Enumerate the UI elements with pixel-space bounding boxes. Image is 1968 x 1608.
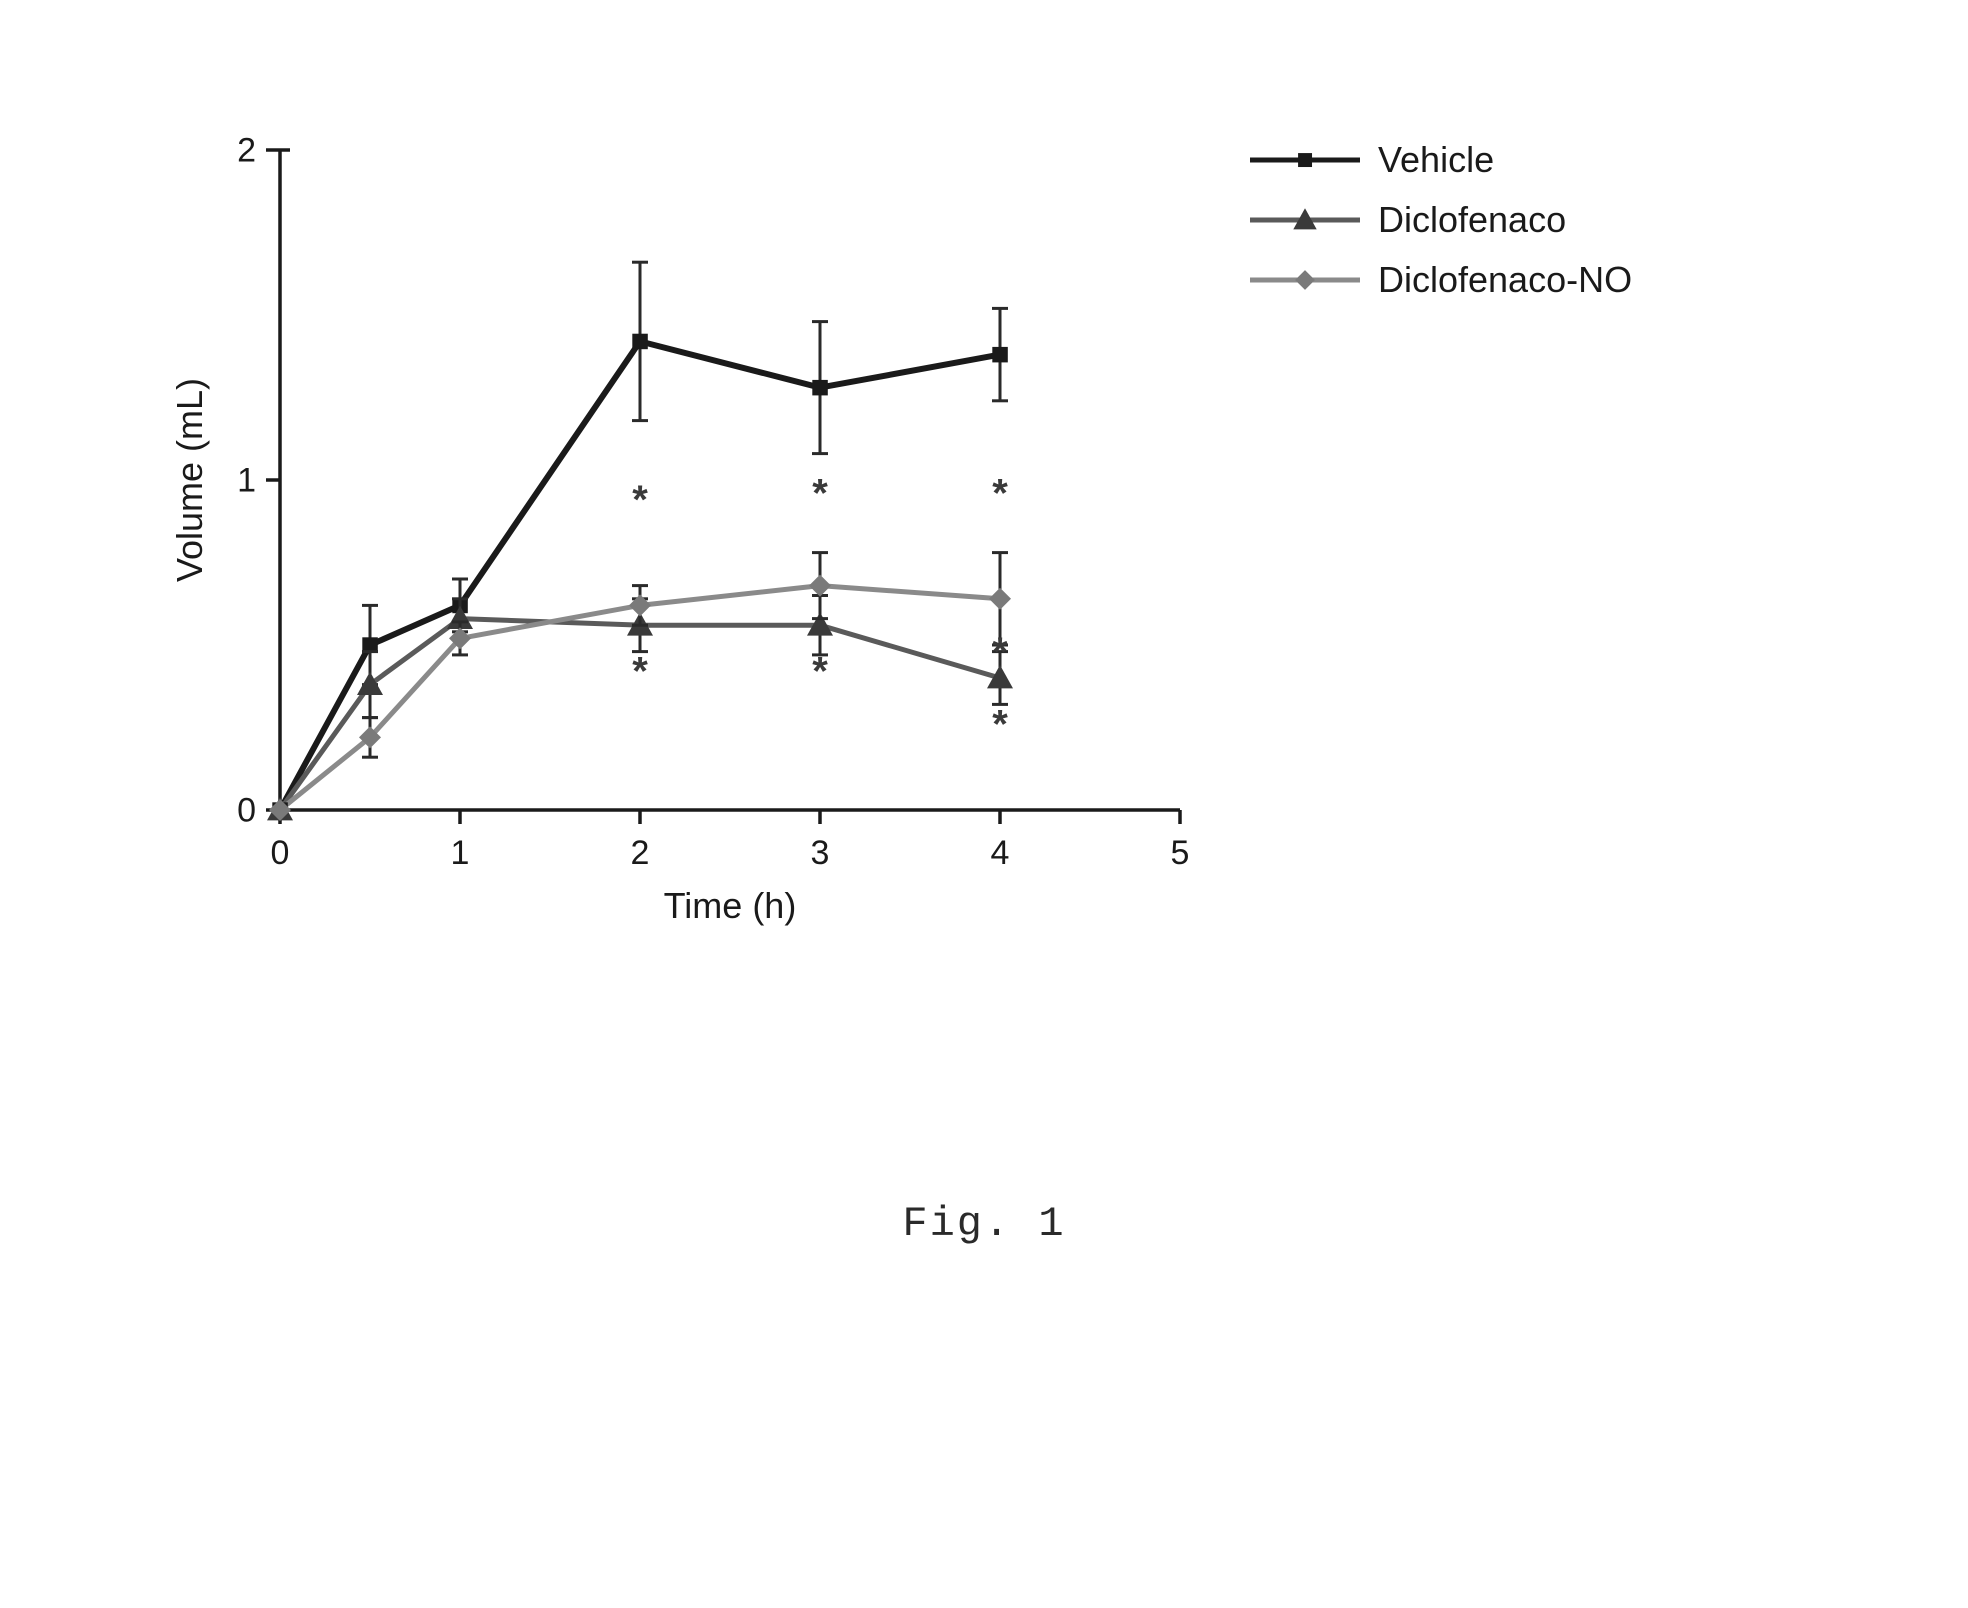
volume-time-chart: 0 1 2 3 4 5 0 1 2 Time (h) Volume (mL) * * * * * * * Vehic… bbox=[160, 130, 1810, 1030]
svg-text:4: 4 bbox=[991, 834, 1010, 872]
svg-text:3: 3 bbox=[811, 834, 830, 872]
svg-text:1: 1 bbox=[451, 834, 470, 872]
svg-text:5: 5 bbox=[1171, 834, 1190, 872]
svg-text:*: * bbox=[812, 650, 828, 694]
svg-text:*: * bbox=[992, 471, 1008, 515]
svg-text:*: * bbox=[992, 702, 1008, 746]
svg-text:Volume (mL): Volume (mL) bbox=[169, 378, 210, 582]
chart-container: 0 1 2 3 4 5 0 1 2 Time (h) Volume (mL) * * * * * * * Vehic… bbox=[160, 130, 1810, 1130]
svg-text:Time (h): Time (h) bbox=[664, 885, 797, 926]
svg-text:*: * bbox=[812, 471, 828, 515]
svg-text:2: 2 bbox=[237, 131, 256, 169]
svg-text:Diclofenaco: Diclofenaco bbox=[1378, 199, 1566, 240]
svg-text:Vehicle: Vehicle bbox=[1378, 139, 1494, 180]
svg-text:2: 2 bbox=[631, 834, 650, 872]
svg-text:*: * bbox=[632, 478, 648, 522]
svg-text:*: * bbox=[992, 630, 1008, 674]
svg-text:0: 0 bbox=[237, 791, 256, 829]
svg-text:Diclofenaco-NO: Diclofenaco-NO bbox=[1378, 259, 1632, 300]
figure-caption: Fig. 1 bbox=[0, 1200, 1968, 1248]
svg-text:1: 1 bbox=[237, 461, 256, 499]
svg-text:0: 0 bbox=[271, 834, 290, 872]
svg-text:*: * bbox=[632, 650, 648, 694]
